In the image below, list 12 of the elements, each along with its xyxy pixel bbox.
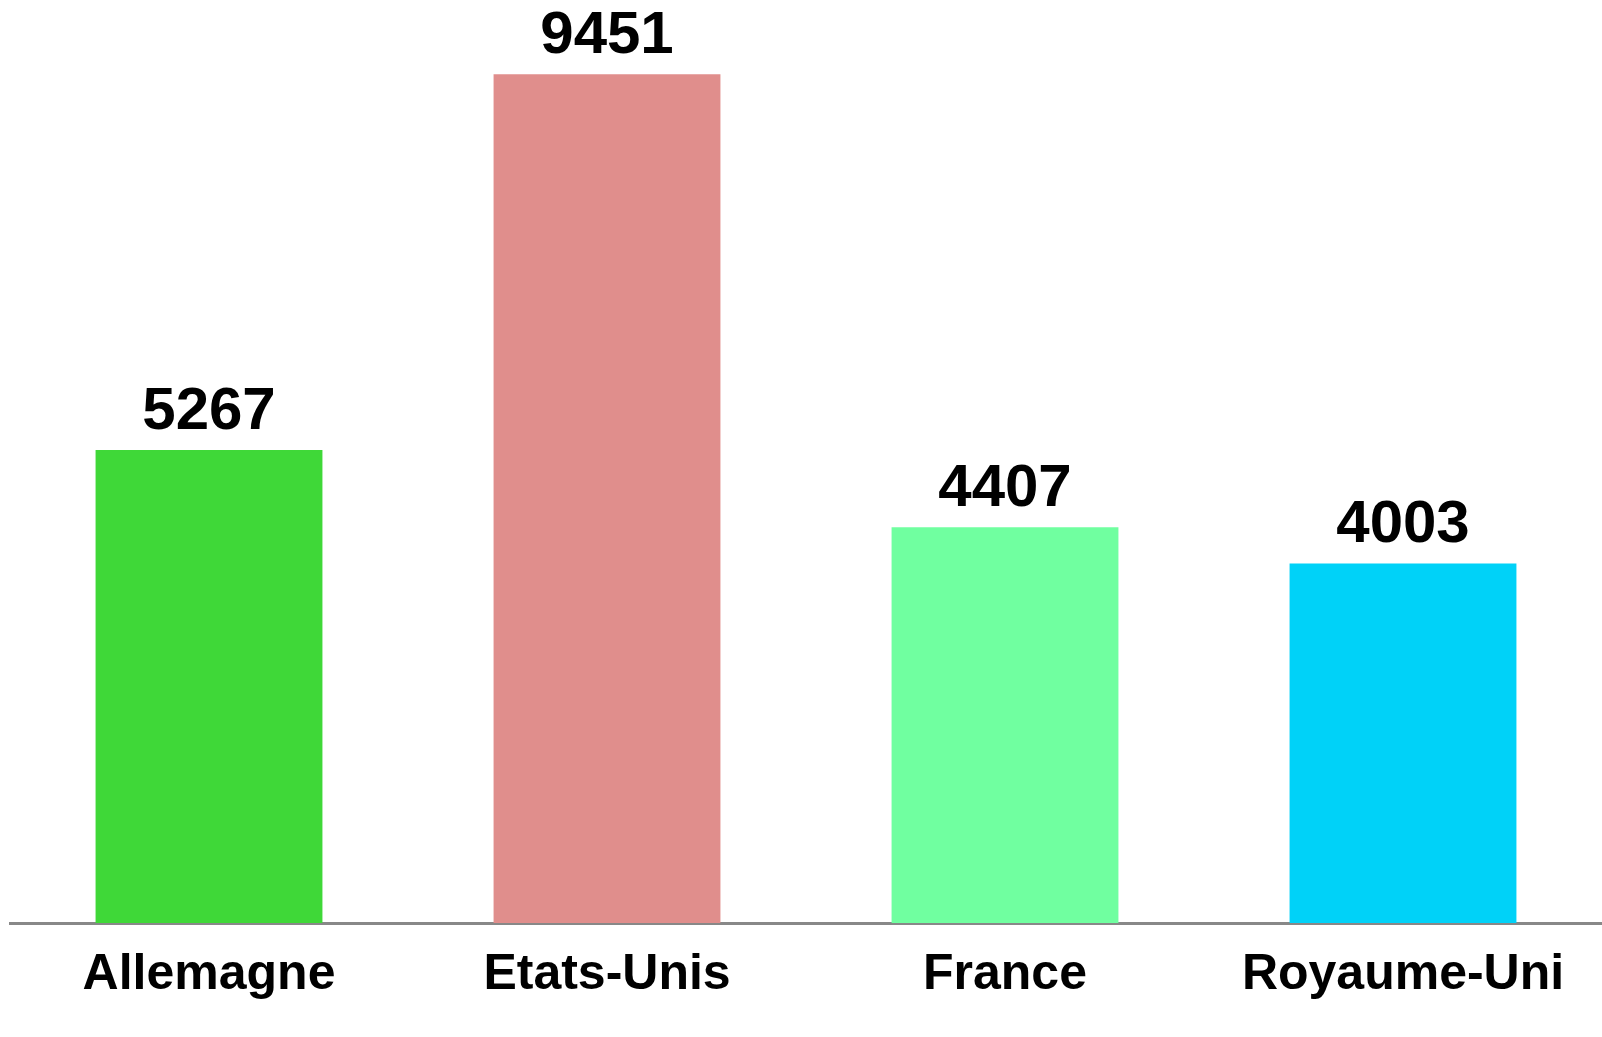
- bar: [1289, 563, 1517, 923]
- data-label: 4407: [938, 451, 1072, 519]
- x-tick-label: Royaume-Uni: [1241, 943, 1565, 1000]
- x-tick-label: Allemagne: [82, 943, 336, 1000]
- bar: [493, 74, 721, 923]
- data-label: 5267: [142, 374, 276, 442]
- data-label: 9451: [540, 0, 674, 66]
- bar: [95, 450, 323, 923]
- x-tick-label: France: [923, 943, 1087, 1000]
- data-label: 4003: [1336, 488, 1470, 556]
- x-tick-label: Etats-Unis: [483, 943, 731, 1000]
- bar: [891, 527, 1119, 923]
